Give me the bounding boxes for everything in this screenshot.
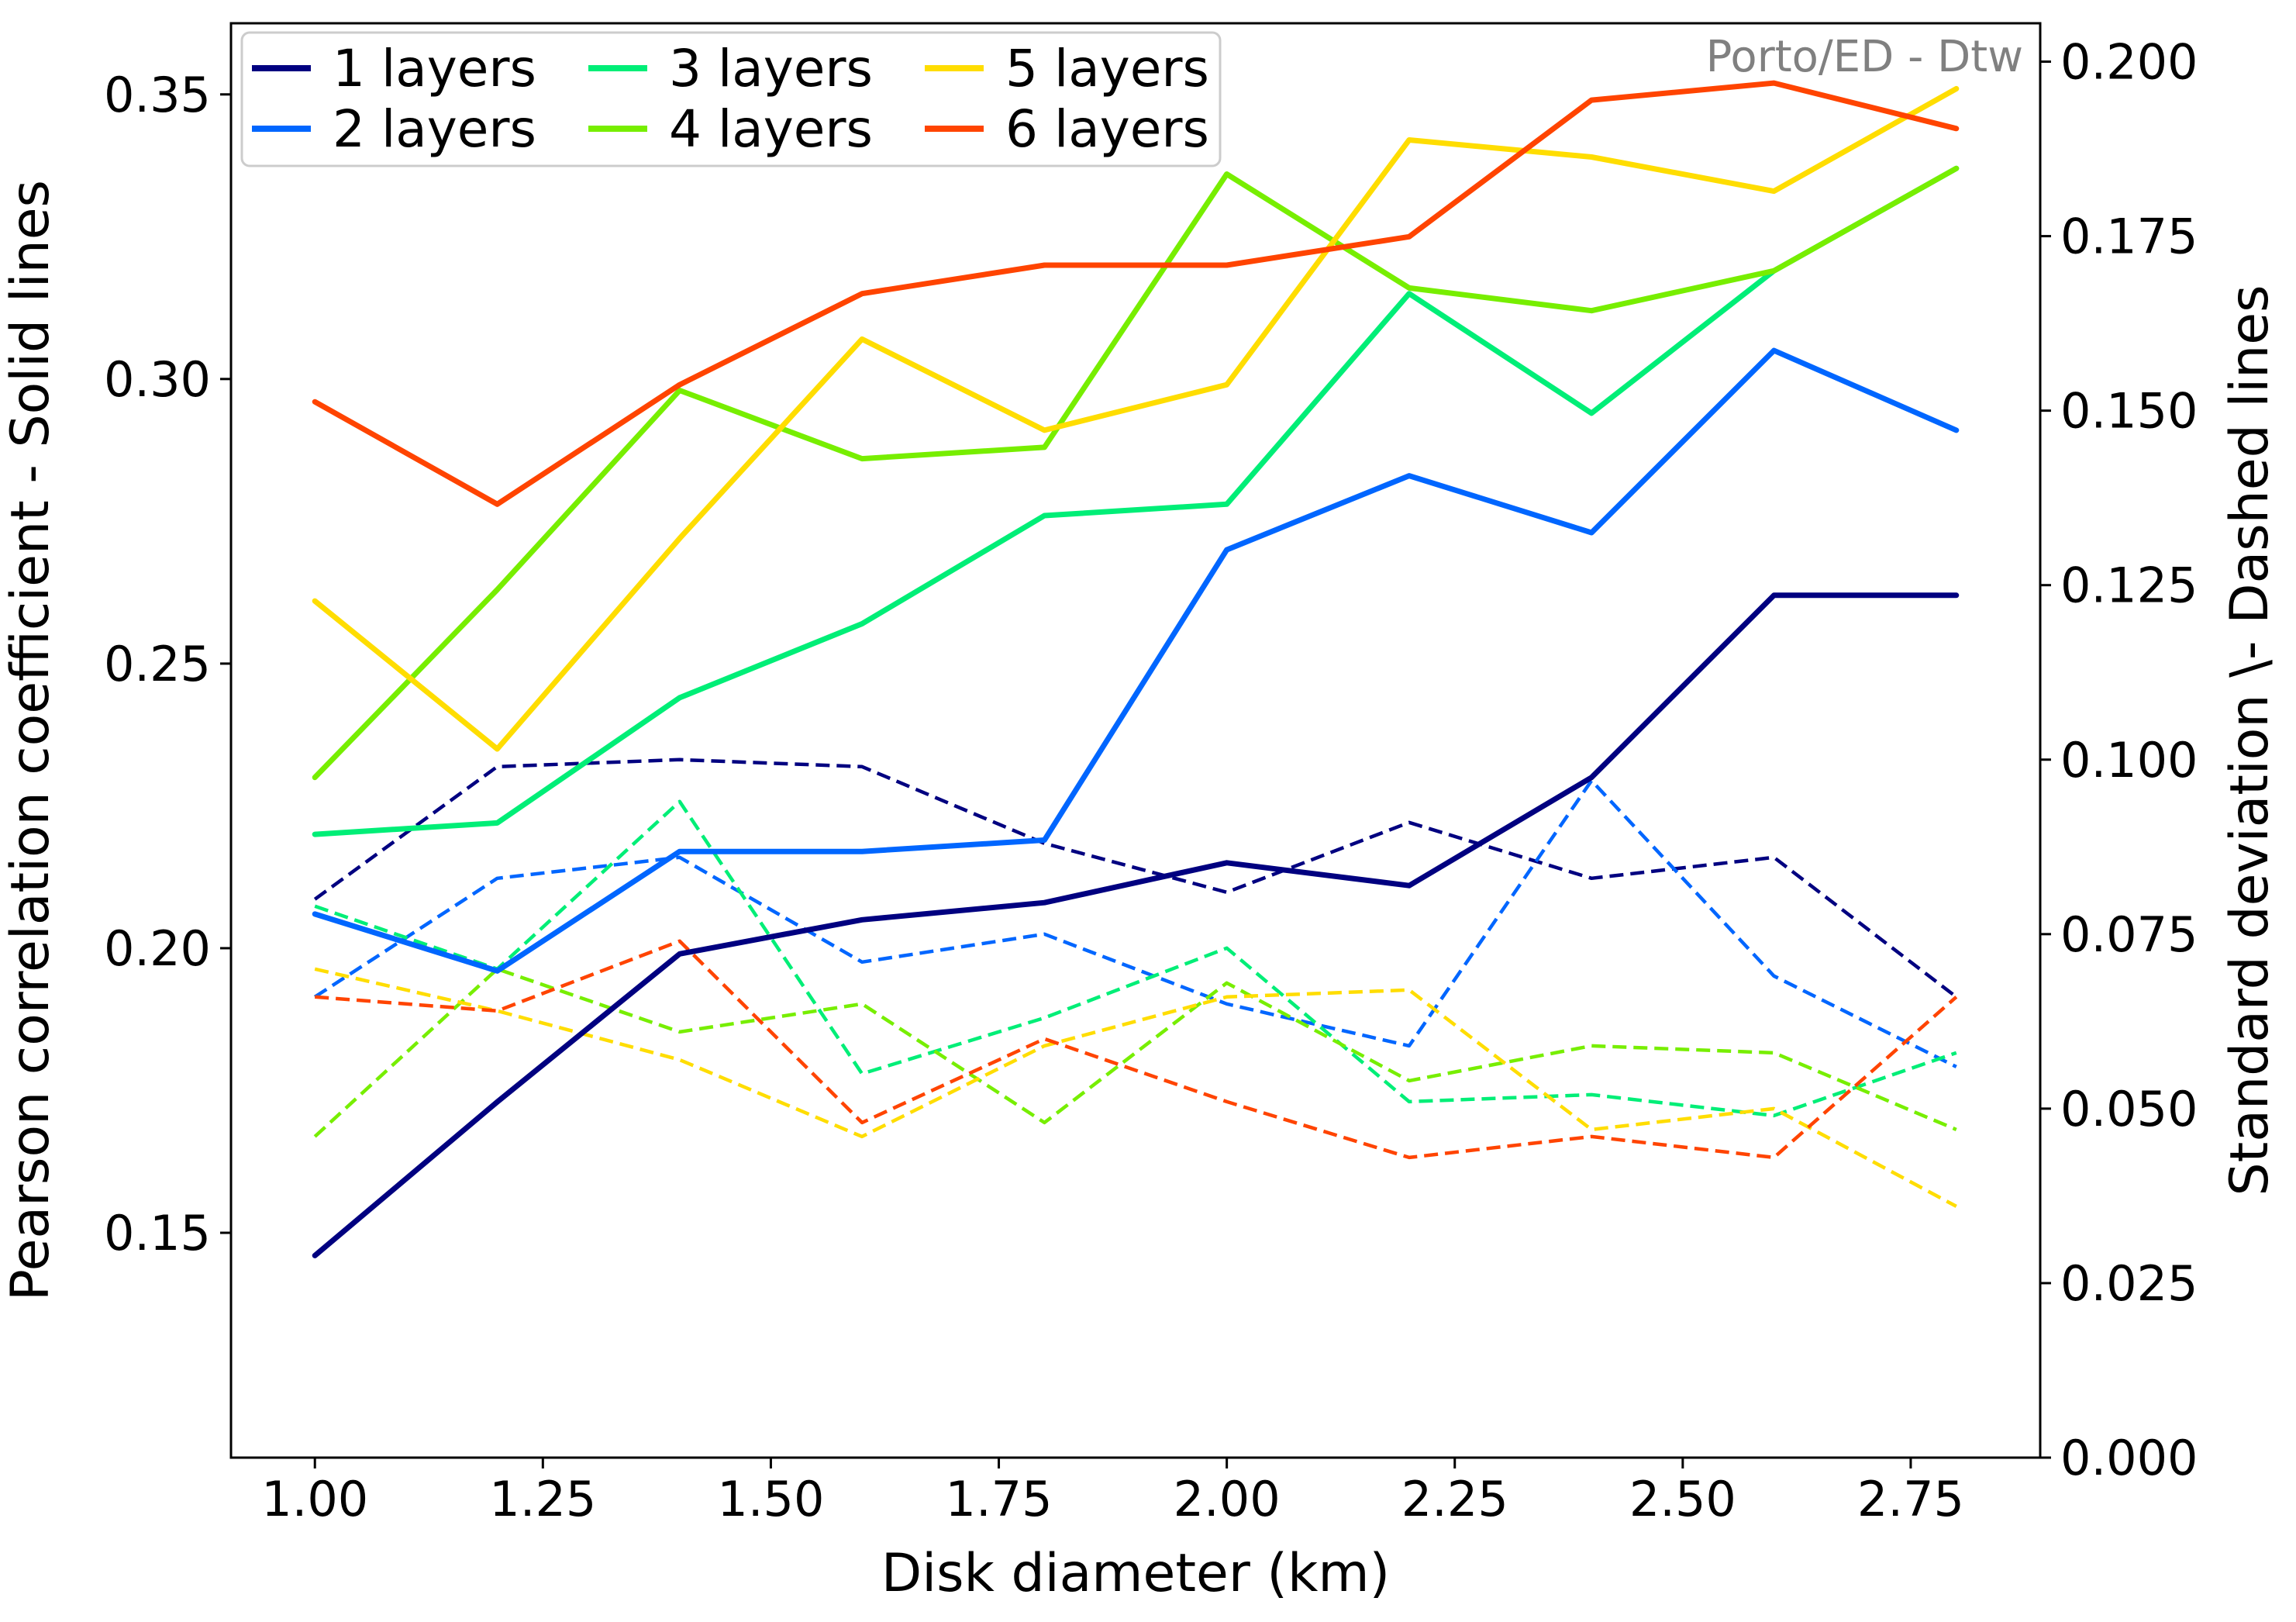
std-dev-line-1-layers	[313, 758, 1958, 999]
correlation-line-6-layers	[312, 80, 1960, 507]
x-tick-label: 2.00	[1174, 1471, 1281, 1527]
y-left-tick-label: 0.25	[104, 636, 211, 692]
y-left-tick-label: 0.30	[104, 351, 211, 408]
y-left-tick-label: 0.20	[104, 920, 211, 977]
y-right-tick-label: 0.125	[2060, 557, 2198, 614]
legend-label-2-layers: 2 layers	[333, 99, 536, 159]
ticks: 1.00 1.25 1.50 1.75 2.00 2.25 2.50 2.75 0.15 0.20…	[104, 34, 2198, 1527]
legend-label-1-layers: 1 layers	[333, 39, 536, 98]
std-dev-line-2-layers	[313, 778, 1957, 1068]
std-dev-line-3-layers	[314, 799, 1957, 1118]
correlation-line-2-layers	[312, 347, 1960, 974]
y-left-tick-label: 0.15	[104, 1205, 211, 1261]
y-right-tick-label: 0.150	[2060, 383, 2198, 440]
chart-annotation: Porto/ED - Dtw	[1706, 32, 2023, 82]
x-tick-label: 2.75	[1857, 1471, 1964, 1527]
correlation-line-1-layers	[312, 592, 1960, 1258]
correlation-line-3-layers	[312, 165, 1960, 837]
x-tick-label: 1.50	[717, 1471, 824, 1527]
x-tick-label: 1.75	[946, 1471, 1053, 1527]
axes	[229, 22, 2042, 1459]
y-right-tick-label: 0.050	[2060, 1081, 2198, 1137]
std-dev-line-4-layers	[313, 967, 1957, 1138]
y-right-tick-label: 0.175	[2060, 209, 2198, 265]
y-right-tick-label: 0.200	[2060, 34, 2198, 91]
std-dev-line-6-layers	[315, 939, 1958, 1160]
y-axis-label-right: Standard deviation \- Dashed lines	[2219, 285, 2280, 1196]
legend-label-6-layers: 6 layers	[1005, 99, 1209, 159]
y-right-tick-label: 0.025	[2060, 1255, 2198, 1312]
plot-frame	[229, 22, 2042, 1459]
legend-label-4-layers: 4 layers	[669, 99, 873, 159]
std-dev-line-5-layers	[314, 967, 1957, 1208]
x-tick-label: 1.25	[489, 1471, 596, 1527]
y-right-tick-label: 0.000	[2060, 1430, 2198, 1486]
y-left-tick-label: 0.35	[104, 67, 211, 123]
y-right-tick-label: 0.100	[2060, 732, 2198, 789]
legend-label-5-layers: 5 layers	[1005, 39, 1209, 98]
x-tick-label: 1.00	[261, 1471, 368, 1527]
y-right-tick-label: 0.075	[2060, 906, 2198, 963]
x-tick-label: 2.25	[1401, 1471, 1508, 1527]
y-axis-label-left: Pearson correlation coefficient - Solid …	[0, 180, 61, 1301]
plot-area	[312, 80, 1960, 1258]
x-axis-label: Disk diameter (km)	[881, 1543, 1390, 1604]
correlation-line-4-layers	[312, 165, 1960, 781]
correlation-line-5-layers	[312, 85, 1960, 752]
legend-label-3-layers: 3 layers	[669, 39, 873, 98]
x-tick-label: 2.50	[1629, 1471, 1736, 1527]
